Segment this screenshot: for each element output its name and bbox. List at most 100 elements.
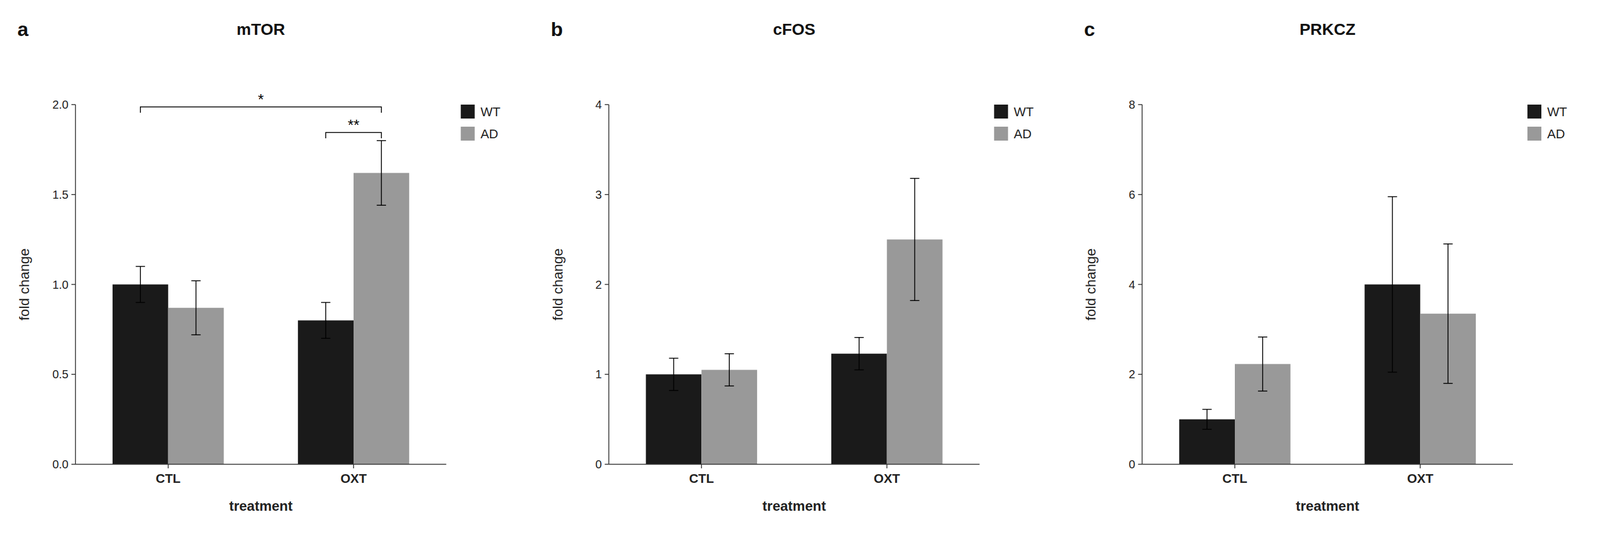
bars [1179, 196, 1476, 464]
error-bar [910, 178, 920, 301]
legend-swatch [1527, 126, 1542, 141]
y-tick-label: 0 [595, 457, 603, 471]
y-tick-label: 0.5 [52, 367, 69, 381]
legend-label: WT [1547, 104, 1567, 120]
title: cFOS [772, 20, 816, 39]
bars [112, 140, 410, 464]
y-axis-label: fold change [1082, 247, 1099, 320]
annotations: *** [140, 90, 382, 139]
x-axis: CTL OXT [608, 463, 980, 486]
legend: WT AD [1527, 104, 1567, 142]
panel-label: a [17, 17, 30, 41]
title: mTOR [236, 20, 286, 39]
y-tick [604, 463, 609, 465]
error-bar [191, 280, 201, 335]
legend-label: WT [480, 104, 501, 120]
legend-label: AD [1013, 126, 1032, 142]
x-tick [701, 463, 703, 468]
legend-swatch [1527, 104, 1542, 119]
y-tick-label: 0 [1128, 457, 1135, 471]
x-tick [1234, 463, 1236, 468]
y-axis-line [74, 104, 77, 464]
x-axis: CTL OXT [1141, 463, 1513, 486]
panel-label: b [550, 17, 564, 41]
legend-label: AD [480, 126, 499, 142]
y-tick-label: 6 [1128, 188, 1135, 201]
y-tick [71, 463, 76, 465]
x-tick-label: OXT [1407, 470, 1434, 486]
y-tick [604, 283, 609, 286]
y-tick-label: 3 [595, 188, 603, 201]
bars [646, 178, 943, 464]
x-tick [886, 463, 888, 468]
y-tick-label: 1 [595, 367, 603, 381]
y-tick-label: 2 [595, 278, 603, 291]
error-bar [1202, 409, 1212, 430]
figure: 0.00.51.01.52.0CTLOXTtreatmentfold chang… [0, 0, 1600, 534]
panel: 0.00.51.01.52.0CTLOXTtreatmentfold chang… [16, 17, 501, 514]
x-axis: CTL OXT [75, 463, 447, 486]
x-tick [352, 463, 355, 468]
title: PRKCZ [1299, 20, 1356, 39]
y-tick [604, 103, 609, 106]
background [0, 0, 1600, 534]
error-bar [1443, 243, 1453, 384]
y-tick [71, 373, 76, 376]
legend-swatch [993, 126, 1008, 141]
y-tick [604, 373, 609, 376]
y-tick [604, 193, 609, 196]
y-tick [1137, 373, 1142, 376]
y-tick [1137, 193, 1142, 196]
bar [297, 319, 354, 464]
y-tick [1137, 463, 1142, 465]
x-tick [167, 463, 169, 468]
page: {"chart_data": [ {"type": "bar", "panel_… [0, 0, 1600, 534]
error-bar [854, 337, 864, 370]
y-tick-label: 4 [595, 98, 603, 111]
x-axis-line [608, 463, 980, 465]
legend-swatch [993, 104, 1008, 119]
y-tick [71, 103, 76, 106]
error-bar [135, 266, 146, 303]
error-bar [1258, 336, 1268, 391]
x-tick [1420, 463, 1422, 468]
legend-swatch [460, 126, 475, 141]
error-bar [1387, 196, 1397, 373]
y-tick [1137, 283, 1142, 286]
panel: 02468CTLOXTtreatmentfold changePRKCZcWTA… [1082, 17, 1567, 514]
y-axis: 0.00.51.01.52.0 [52, 98, 76, 471]
y-axis-line [1141, 104, 1144, 464]
x-tick-label: CTL [689, 470, 715, 486]
error-bar [376, 140, 387, 205]
error-bar [724, 353, 734, 387]
legend-swatch [460, 104, 475, 119]
x-tick-label: CTL [1222, 470, 1248, 486]
x-axis-line [75, 463, 447, 465]
x-axis-line [1141, 463, 1513, 465]
bar [112, 284, 169, 465]
y-tick [1137, 103, 1142, 106]
y-tick-label: 1.0 [52, 278, 69, 291]
legend-label: WT [1013, 104, 1034, 120]
y-tick-label: 2.0 [52, 98, 69, 111]
x-tick-label: CTL [155, 470, 181, 486]
legend-label: AD [1547, 126, 1566, 142]
y-axis: 02468 [1128, 98, 1142, 471]
significance-label: ** [347, 116, 360, 134]
y-tick [71, 283, 76, 286]
y-tick-label: 8 [1128, 98, 1135, 111]
y-tick-label: 2 [1128, 367, 1135, 381]
panel: 0 1 2 3 4 CTL OXT treatment fold change cFOS b WT AD [549, 17, 1034, 514]
x-axis-label: treatment [229, 497, 293, 514]
bar [353, 173, 410, 464]
x-axis-label: treatment [1295, 497, 1360, 514]
error-bar [321, 301, 331, 338]
legend: WT AD [993, 104, 1034, 142]
x-tick-label: OXT [873, 470, 901, 486]
x-tick-label: OXT [340, 470, 367, 486]
error-bar [668, 357, 679, 391]
x-axis-label: treatment [762, 497, 826, 514]
y-axis-label: fold change [16, 247, 32, 320]
y-tick-label: 0.0 [52, 457, 69, 471]
y-axis-label: fold change [549, 247, 566, 320]
